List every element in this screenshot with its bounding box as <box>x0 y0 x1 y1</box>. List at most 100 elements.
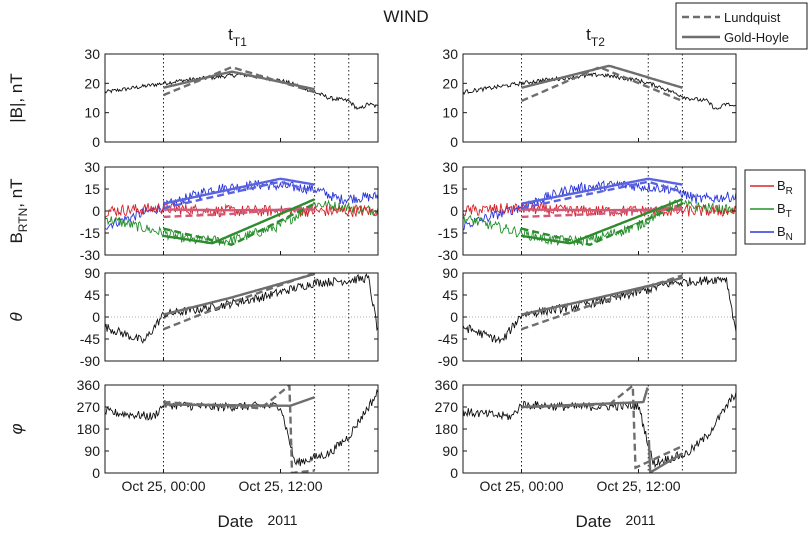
legend-label-br: BR <box>777 178 793 197</box>
ytick-label: 0 <box>450 134 458 150</box>
column-title-base: t <box>228 25 233 44</box>
ytick-label: 90 <box>442 443 458 459</box>
figure-title: WIND <box>383 7 428 26</box>
legend-goldhoyle-label: Gold-Hoyle <box>724 30 789 45</box>
model-BT-goldhoyle <box>163 198 316 245</box>
ytick-label: -45 <box>438 331 458 347</box>
panel-tT1-B: 0 10 20 30 <box>84 46 379 150</box>
ytick-label: 45 <box>84 287 100 303</box>
ytick-label: -30 <box>438 247 458 263</box>
axes-frame <box>462 53 737 143</box>
column-title-base: t <box>586 25 591 44</box>
xaxis-year: 2011 <box>625 512 655 528</box>
ylabel-theta: θ <box>7 312 26 322</box>
ytick-label: 270 <box>77 399 101 415</box>
model-BN-lundquist <box>521 180 683 210</box>
xlabel-date: Date <box>218 512 254 531</box>
legend-label-base: B <box>777 224 786 239</box>
model-theta-lundquist <box>521 274 683 331</box>
ylabel-tail: , nT <box>7 178 26 207</box>
ytick-label: 90 <box>84 265 100 281</box>
axes-frame <box>104 53 379 143</box>
plot-area <box>463 274 736 345</box>
model-BT-lundquist <box>521 202 683 246</box>
panel-tT2-theta: -90 -45 0 45 90 <box>438 265 737 369</box>
ytick-label: 360 <box>77 377 101 393</box>
axes-frame <box>462 272 737 362</box>
observed-phi <box>105 388 378 467</box>
ylabel-sub: RTN <box>16 208 30 232</box>
model-phi-goldhoyle <box>163 396 316 407</box>
ylabel-phi: φ <box>7 423 26 434</box>
panel-tT2-phi: 0 90 180 270 360 <box>435 377 737 481</box>
ytick-label: 0 <box>92 465 100 481</box>
column-title-sub: T2 <box>591 35 605 49</box>
ytick-label: 180 <box>435 421 459 437</box>
column-title-t1: tT1 <box>228 25 247 49</box>
ylabel-B: |B|, nT <box>7 73 26 122</box>
observed-phi <box>463 391 736 469</box>
axes-frame <box>104 272 379 362</box>
ytick-label: 0 <box>92 134 100 150</box>
plot-area <box>463 177 736 247</box>
model-BN-goldhoyle <box>521 177 683 205</box>
model-BN-lundquist <box>163 180 315 210</box>
panel-tT2-BRTN: -30 -15 0 15 30 <box>438 159 737 263</box>
ytick-label: 0 <box>450 309 458 325</box>
ytick-label: 0 <box>92 309 100 325</box>
legend-top-box <box>675 2 808 50</box>
axes-frame <box>462 384 737 474</box>
legend-side-box <box>744 169 806 245</box>
observed-theta <box>463 276 736 345</box>
legend-label-sub: N <box>786 232 793 243</box>
plot-area <box>105 177 378 247</box>
model-phi-lundquist <box>521 385 683 470</box>
observed-B <box>105 72 378 111</box>
ytick-label: 10 <box>84 105 100 121</box>
ytick-label: 0 <box>92 203 100 219</box>
model-phi-goldhoyle <box>521 387 683 473</box>
xlabel-date: Date <box>576 512 612 531</box>
xtick-label: Oct 25, 00:00 <box>121 478 205 494</box>
ytick-label: -15 <box>438 225 458 241</box>
ytick-label: 45 <box>442 287 458 303</box>
ytick-label: 0 <box>450 465 458 481</box>
panel-tT1-BRTN: -30 -15 0 15 30 <box>80 159 379 263</box>
panel-tT1-phi: 0 90 180 270 360 <box>77 377 379 481</box>
ytick-label: 30 <box>84 159 100 175</box>
legend-label-bn: BN <box>777 224 793 243</box>
ytick-label: 30 <box>84 46 100 62</box>
ytick-label: 30 <box>442 159 458 175</box>
xaxis-year: 2011 <box>267 512 297 528</box>
panel-tT1-theta: -90 -45 0 45 90 <box>80 265 379 369</box>
column-title-t2: tT2 <box>586 25 605 49</box>
ytick-label: 180 <box>77 421 101 437</box>
legend-label-sub: T <box>786 209 792 220</box>
observed-BN <box>463 180 736 231</box>
ytick-label: 90 <box>84 443 100 459</box>
ytick-label: -90 <box>438 353 458 369</box>
model-B-goldhoyle <box>163 70 315 91</box>
ytick-label: -15 <box>80 225 100 241</box>
ytick-label: 20 <box>84 75 100 91</box>
legend-label-base: B <box>777 178 786 193</box>
observed-BT <box>463 199 736 247</box>
ytick-label: 360 <box>435 377 459 393</box>
ytick-label: -90 <box>80 353 100 369</box>
plot-area <box>105 385 378 473</box>
model-BN-goldhoyle <box>163 177 315 205</box>
model-B-lundquist <box>521 66 683 103</box>
ylabel-BRTN: BRTN, nT <box>7 178 30 243</box>
ytick-label: 15 <box>84 181 100 197</box>
observed-theta <box>105 273 378 344</box>
plot-area <box>105 273 378 344</box>
ytick-label: -30 <box>80 247 100 263</box>
model-B-goldhoyle <box>521 64 683 89</box>
legend-label-bt: BT <box>777 201 792 220</box>
axes-frame <box>104 384 379 474</box>
legend-model-types: Lundquist Gold-Hoyle <box>675 2 808 50</box>
ytick-label: 0 <box>450 203 458 219</box>
model-theta-goldhoyle <box>163 273 315 316</box>
